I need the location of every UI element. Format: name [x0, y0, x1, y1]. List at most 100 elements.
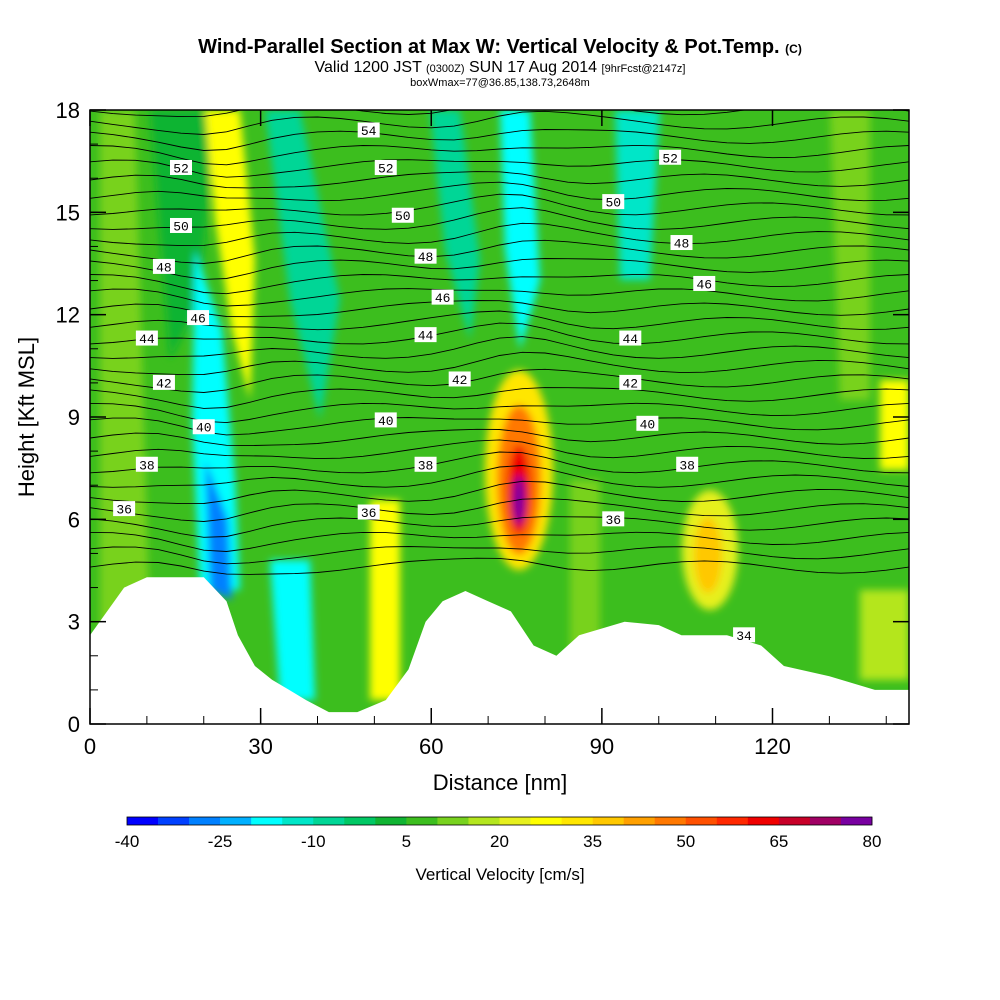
- theta-label: 48: [414, 248, 437, 265]
- theta-label-bg: [391, 207, 414, 223]
- theta-contour-line: [90, 480, 909, 505]
- band-east-upper: [880, 380, 909, 470]
- colorbar-swatch: [530, 817, 562, 825]
- theta-label: 44: [619, 330, 642, 347]
- colorbar-tick-label: -25: [208, 832, 233, 851]
- chart-title: Wind-Parallel Section at Max W: Vertical…: [0, 36, 1000, 60]
- colorbar-tick-label: -40: [115, 832, 140, 851]
- theta-label-bg: [170, 159, 192, 175]
- theta-label: 48: [670, 235, 693, 252]
- theta-label-bg: [448, 371, 471, 387]
- theta-label-bg: [414, 327, 437, 343]
- colorbar-swatch: [344, 817, 376, 825]
- colorbar-swatch: [375, 817, 407, 825]
- theta-contour-line: [90, 439, 909, 460]
- theta-label-bg: [374, 412, 397, 428]
- theta-label-text: 36: [361, 506, 377, 521]
- theta-contour-line: [90, 546, 909, 565]
- theta-contour-line: [90, 144, 909, 166]
- theta-label: 52: [659, 149, 682, 166]
- theta-labels: 54 52 52 52 50 50 50 48 48 48 46 46 46 44 44 44 42 42 42 40…: [113, 122, 756, 644]
- theta-label: 50: [602, 194, 625, 211]
- theta-label-text: 34: [736, 629, 752, 644]
- y-tick-label: 9: [68, 405, 80, 430]
- theta-label-text: 36: [116, 503, 132, 518]
- colorbar-swatch: [406, 817, 438, 825]
- x-tick-label: 120: [754, 734, 791, 759]
- theta-label-text: 54: [361, 124, 377, 139]
- theta-label: 40: [374, 412, 397, 429]
- colorbar-swatch: [189, 817, 221, 825]
- terrain: [90, 577, 909, 724]
- y-tick-label: 6: [68, 507, 80, 532]
- theta-label-bg: [636, 415, 659, 431]
- theta-label-bg: [170, 217, 192, 233]
- colorbar-tick-label: 80: [863, 832, 882, 851]
- theta-label: 46: [187, 310, 210, 327]
- theta-label-text: 42: [623, 376, 639, 391]
- forecast-info: [9hrFcst@2147z]: [601, 63, 686, 75]
- theta-label-bg: [357, 122, 380, 138]
- utc-time: (0300Z): [426, 63, 465, 75]
- theta-label-bg: [135, 456, 158, 472]
- theta-contour-line: [90, 79, 909, 101]
- theta-contour-line: [90, 110, 909, 118]
- colorbar-swatch: [778, 817, 811, 825]
- theta-label-bg: [187, 310, 210, 326]
- theta-label: 38: [135, 456, 158, 473]
- theta-contour-line: [90, 336, 909, 359]
- theta-label: 52: [374, 159, 397, 176]
- colorbar-swatch: [158, 817, 190, 825]
- colorbar-swatch: [499, 817, 531, 825]
- theta-contour-line: [90, 222, 909, 247]
- colorbar: -40 -25 -10 5 20 35 50 65 80: [115, 816, 882, 851]
- theta-label: 40: [636, 415, 659, 432]
- valid-date: SUN 17 Aug 2014: [468, 59, 598, 76]
- theta-label-bg: [619, 330, 642, 346]
- chart-subtitle: Valid 1200 JST (0300Z) SUN 17 Aug 2014 […: [0, 60, 1000, 77]
- band-downdraft-west: [192, 250, 240, 590]
- theta-label: 44: [414, 327, 437, 344]
- colorbar-tick-label: 50: [676, 832, 695, 851]
- colorbar-swatch: [127, 817, 159, 825]
- colorbar-swatch: [685, 817, 718, 825]
- theta-label-text: 40: [378, 414, 394, 429]
- updraft-east-inner: [694, 517, 722, 593]
- colorbar-label: Vertical Velocity [cm/s]: [415, 865, 584, 884]
- theta-label-bg: [431, 289, 454, 305]
- theta-label: 52: [170, 159, 192, 176]
- theta-contour-line: [90, 417, 909, 436]
- y-tick-label: 3: [68, 610, 80, 635]
- theta-label-bg: [152, 258, 175, 274]
- colorbar-swatch: [251, 817, 283, 825]
- y-axis-label: Height [Kft MSL]: [14, 337, 39, 497]
- theta-label: 36: [357, 504, 380, 521]
- colorbar-swatch: [561, 817, 593, 825]
- theta-contour-line: [90, 451, 909, 474]
- band-d: [430, 110, 480, 340]
- theta-label-text: 42: [156, 376, 172, 391]
- theta-label-text: 40: [196, 421, 212, 436]
- theta-label-text: 44: [623, 332, 639, 347]
- theta-label: 42: [448, 371, 471, 388]
- colorbar-swatch: [654, 817, 687, 825]
- theta-label-bg: [619, 374, 642, 390]
- theta-label: 36: [602, 511, 625, 528]
- theta-contour-line: [90, 402, 909, 424]
- theta-label-bg: [152, 374, 175, 390]
- theta-contour-line: [90, 300, 909, 318]
- colorbar-tick-label: -10: [301, 832, 326, 851]
- theta-label-text: 52: [378, 161, 394, 176]
- plot-area: 54 52 52 52 50 50 50 48 48 48 46 46 46 44 44 44 42 42 42 40…: [90, 79, 909, 724]
- band-east-low: [860, 590, 909, 680]
- theta-label-bg: [357, 504, 380, 520]
- theta-contour-line: [90, 207, 909, 230]
- theta-contour-line: [90, 273, 909, 295]
- theta-label: 36: [113, 501, 136, 518]
- colorbar-swatch: [747, 817, 780, 825]
- theta-label-bg: [414, 456, 437, 472]
- theta-contour-line: [90, 288, 909, 307]
- theta-label-bg: [670, 235, 693, 251]
- theta-label-text: 48: [418, 250, 434, 265]
